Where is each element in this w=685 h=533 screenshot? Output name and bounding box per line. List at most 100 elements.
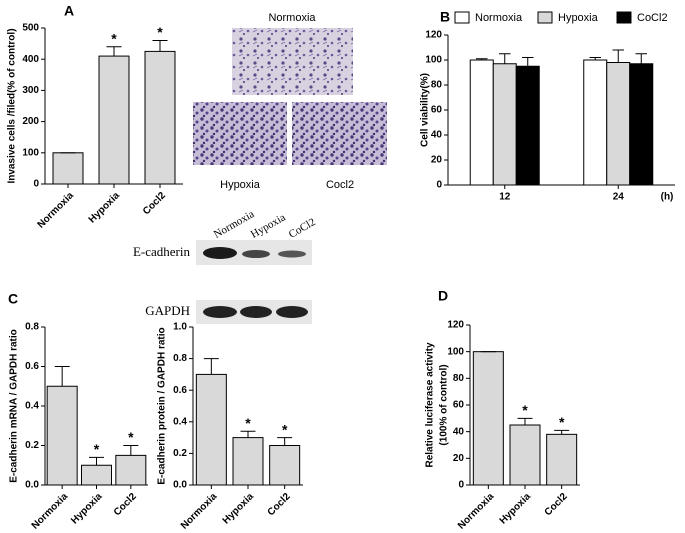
error-bar [123,445,139,456]
significance-mark: * [522,402,528,418]
bar [52,152,84,185]
bar [515,65,540,186]
bar [115,454,147,486]
bar [232,437,264,486]
y-tick-label: 100 [425,55,442,66]
error-bar [152,39,168,52]
panel-label: D [438,288,448,304]
panel-label: B [440,9,450,25]
y-tick-label: 0.6 [25,361,39,372]
y-tick-label: 80 [431,80,443,91]
significance-mark: * [559,414,565,430]
x-tick-label: Cocl2 [112,491,139,518]
blot-row-label: GAPDH [145,303,190,318]
bar [629,63,654,186]
bar [98,55,130,185]
y-tick-label: 200 [22,116,39,127]
legend-swatch [616,11,632,24]
y-tick-label: 0.8 [25,322,39,333]
significance-mark: * [282,421,288,437]
y-tick-label: 0.4 [25,401,39,412]
bar [144,50,176,185]
x-tick-label: Normoxia [456,491,497,532]
x-tick-label: Normoxia [30,491,71,532]
legend-label: Hypoxia [558,12,599,24]
blot-band [278,250,306,258]
y-tick-label: 120 [447,320,464,331]
y-tick-label: 500 [22,23,39,34]
bar [583,59,608,186]
y-tick-label: 20 [431,155,443,166]
y-axis-label: Invasive cells /filed(% of control) [7,28,18,183]
y-tick-label: 60 [431,105,443,116]
y-tick-label: 80 [453,373,465,384]
micrograph-label: Cocl2 [326,179,354,191]
significance-mark: * [111,30,117,46]
legend-swatch [537,11,553,24]
x-tick-label: Cocl2 [141,190,168,217]
bar [509,424,541,486]
significance-mark: * [157,24,163,40]
blot-lane-label: CoCl2 [287,216,318,241]
micrograph [232,28,353,95]
y-tick-label: 40 [453,426,465,437]
y-tick-label: 0.0 [173,480,187,491]
bar [472,351,504,486]
error-bar [589,57,601,60]
error-bar [554,429,570,435]
x-tick-label: Hypoxia [498,491,534,527]
bar [269,445,301,486]
panel-label: A [64,3,74,19]
x-tick-label: 12 [499,192,511,203]
y-axis-label: E-cadherin protein / GAPDH ratio [157,327,168,484]
x-tick-label: Cocl2 [543,491,570,518]
legend-label: CoCl2 [637,12,668,24]
bar [606,62,631,186]
error-bar [203,358,219,375]
y-tick-label: 20 [453,453,465,464]
y-tick-label: 0 [458,480,464,491]
y-tick-label: 0.2 [25,440,39,451]
y-tick-label: 100 [447,346,464,357]
error-bar [106,46,122,57]
error-bar [476,58,488,60]
bar [81,464,112,486]
bar [546,433,578,486]
error-bar [517,417,533,425]
y-axis-label: (100% of control) [439,364,450,445]
micrograph-label: Normoxia [268,12,316,24]
micrograph [193,102,287,165]
significance-mark: * [128,429,134,445]
x-tick-label: Hypoxia [221,491,257,527]
blot-row-label: E-cadherin [133,244,191,259]
x-unit: (h) [661,192,674,203]
blot-band [203,247,237,259]
legend-swatch [454,11,470,24]
y-tick-label: 0 [33,179,39,190]
bar [469,59,494,186]
micrograph-label: Hypoxia [220,179,261,191]
panel-label: C [8,291,18,307]
y-tick-label: 1.0 [173,322,187,333]
y-tick-label: 0.2 [173,448,187,459]
blot-band [203,306,237,318]
y-tick-label: 0 [436,180,442,191]
bar [46,385,78,486]
y-tick-label: 300 [22,85,39,96]
error-bar [277,437,293,446]
x-tick-label: Hypoxia [87,190,123,226]
error-bar [240,430,256,438]
significance-mark: * [245,415,251,431]
y-tick-label: 120 [425,30,442,41]
x-tick-label: 24 [613,192,625,203]
error-bar [522,57,534,67]
y-axis-label: E-cadherin mRNA / GAPDH ratio [9,329,20,483]
y-tick-label: 0.8 [173,353,187,364]
bar [492,63,517,186]
x-tick-label: Hypoxia [69,491,105,527]
legend-label: Normoxia [475,12,523,24]
y-tick-label: 100 [22,147,39,158]
error-bar [612,49,624,63]
significance-mark: * [94,441,100,457]
